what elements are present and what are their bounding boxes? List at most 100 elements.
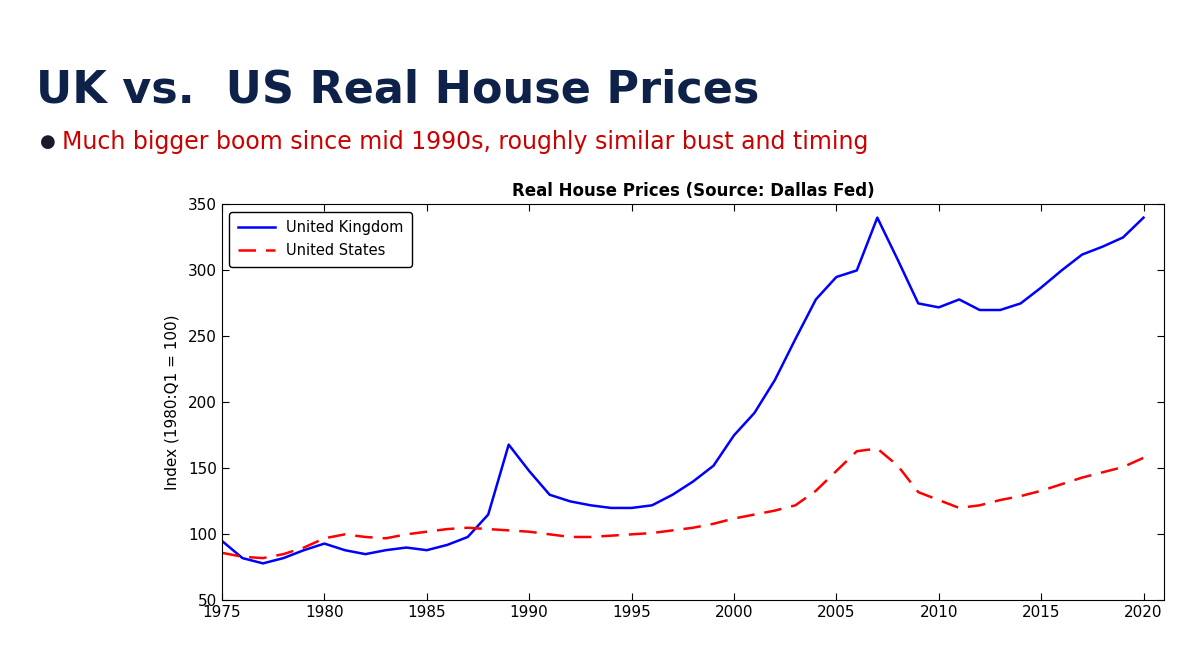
United Kingdom <box>583 502 598 509</box>
United States <box>379 534 394 542</box>
Text: Much bigger boom since mid 1990s, roughly similar bust and timing: Much bigger boom since mid 1990s, roughl… <box>62 130 869 154</box>
United Kingdom <box>337 546 352 554</box>
United States <box>768 507 782 515</box>
United Kingdom <box>665 491 679 498</box>
United Kingdom <box>829 273 844 281</box>
United Kingdom <box>256 559 270 567</box>
United States <box>276 550 290 558</box>
United Kingdom <box>358 550 372 558</box>
United Kingdom <box>624 504 638 512</box>
United Kingdom <box>400 544 414 552</box>
United States <box>1136 454 1151 461</box>
United Kingdom <box>644 502 659 509</box>
United Kingdom <box>296 546 311 554</box>
United States <box>972 502 986 509</box>
United States <box>542 530 557 538</box>
United States <box>685 524 700 532</box>
United Kingdom <box>563 497 577 505</box>
United States <box>624 530 638 538</box>
United States <box>317 534 331 542</box>
United States <box>707 520 721 528</box>
United Kingdom <box>1096 243 1110 251</box>
United States <box>665 526 679 534</box>
United Kingdom <box>420 546 434 554</box>
United Kingdom <box>952 295 966 303</box>
Legend: United Kingdom, United States: United Kingdom, United States <box>229 212 413 267</box>
United Kingdom <box>992 306 1007 314</box>
United Kingdom <box>542 491 557 498</box>
United States <box>337 530 352 538</box>
United Kingdom <box>1116 234 1130 241</box>
United Kingdom <box>931 304 946 312</box>
United Kingdom <box>850 267 864 275</box>
United Kingdom <box>379 546 394 554</box>
United Kingdom <box>788 335 803 343</box>
United States <box>748 511 762 519</box>
United States <box>400 530 414 538</box>
United States <box>1034 487 1049 495</box>
United Kingdom <box>1055 267 1069 275</box>
United Kingdom <box>1136 214 1151 221</box>
United Kingdom <box>317 540 331 548</box>
United States <box>1096 469 1110 476</box>
United Kingdom <box>707 462 721 470</box>
United States <box>235 553 250 561</box>
United States <box>461 524 475 532</box>
United States <box>1075 474 1090 482</box>
United States <box>1014 492 1028 500</box>
United States <box>502 526 516 534</box>
United States <box>931 496 946 504</box>
United States <box>440 525 455 533</box>
United States <box>1116 463 1130 471</box>
United Kingdom <box>481 511 496 519</box>
United States <box>952 504 966 512</box>
United States <box>850 447 864 455</box>
United Kingdom <box>890 256 905 263</box>
United States <box>829 467 844 475</box>
United Kingdom <box>748 409 762 417</box>
United Kingdom <box>1014 300 1028 308</box>
United Kingdom <box>604 504 618 512</box>
United States <box>522 528 536 535</box>
United States <box>604 532 618 539</box>
United Kingdom <box>502 441 516 448</box>
Title: Real House Prices (Source: Dallas Fed): Real House Prices (Source: Dallas Fed) <box>511 182 875 200</box>
Text: ●: ● <box>40 133 55 151</box>
United States <box>788 502 803 509</box>
United Kingdom <box>972 306 986 314</box>
United States <box>420 528 434 535</box>
Y-axis label: Index (1980:Q1 = 100): Index (1980:Q1 = 100) <box>164 315 180 490</box>
United Kingdom <box>522 467 536 475</box>
United States <box>644 529 659 537</box>
Line: United States: United States <box>222 448 1144 558</box>
United Kingdom <box>870 214 884 221</box>
United Kingdom <box>1034 284 1049 291</box>
United Kingdom <box>727 432 742 439</box>
United States <box>296 544 311 552</box>
United States <box>215 549 229 557</box>
United Kingdom <box>235 554 250 562</box>
United States <box>727 515 742 522</box>
United Kingdom <box>1075 251 1090 258</box>
United States <box>358 533 372 541</box>
United States <box>809 487 823 495</box>
United States <box>583 533 598 541</box>
United Kingdom <box>461 533 475 541</box>
United States <box>992 496 1007 504</box>
United Kingdom <box>215 537 229 545</box>
United States <box>563 533 577 541</box>
United Kingdom <box>440 541 455 549</box>
United States <box>1055 480 1069 488</box>
United States <box>890 462 905 470</box>
Text: UK vs.  US Real House Prices: UK vs. US Real House Prices <box>36 68 760 111</box>
United Kingdom <box>768 376 782 384</box>
United Kingdom <box>685 478 700 485</box>
United States <box>911 488 925 496</box>
United States <box>870 445 884 452</box>
Line: United Kingdom: United Kingdom <box>222 217 1144 563</box>
United Kingdom <box>809 295 823 303</box>
United States <box>481 525 496 533</box>
United Kingdom <box>276 554 290 562</box>
United Kingdom <box>911 300 925 308</box>
United States <box>256 554 270 562</box>
